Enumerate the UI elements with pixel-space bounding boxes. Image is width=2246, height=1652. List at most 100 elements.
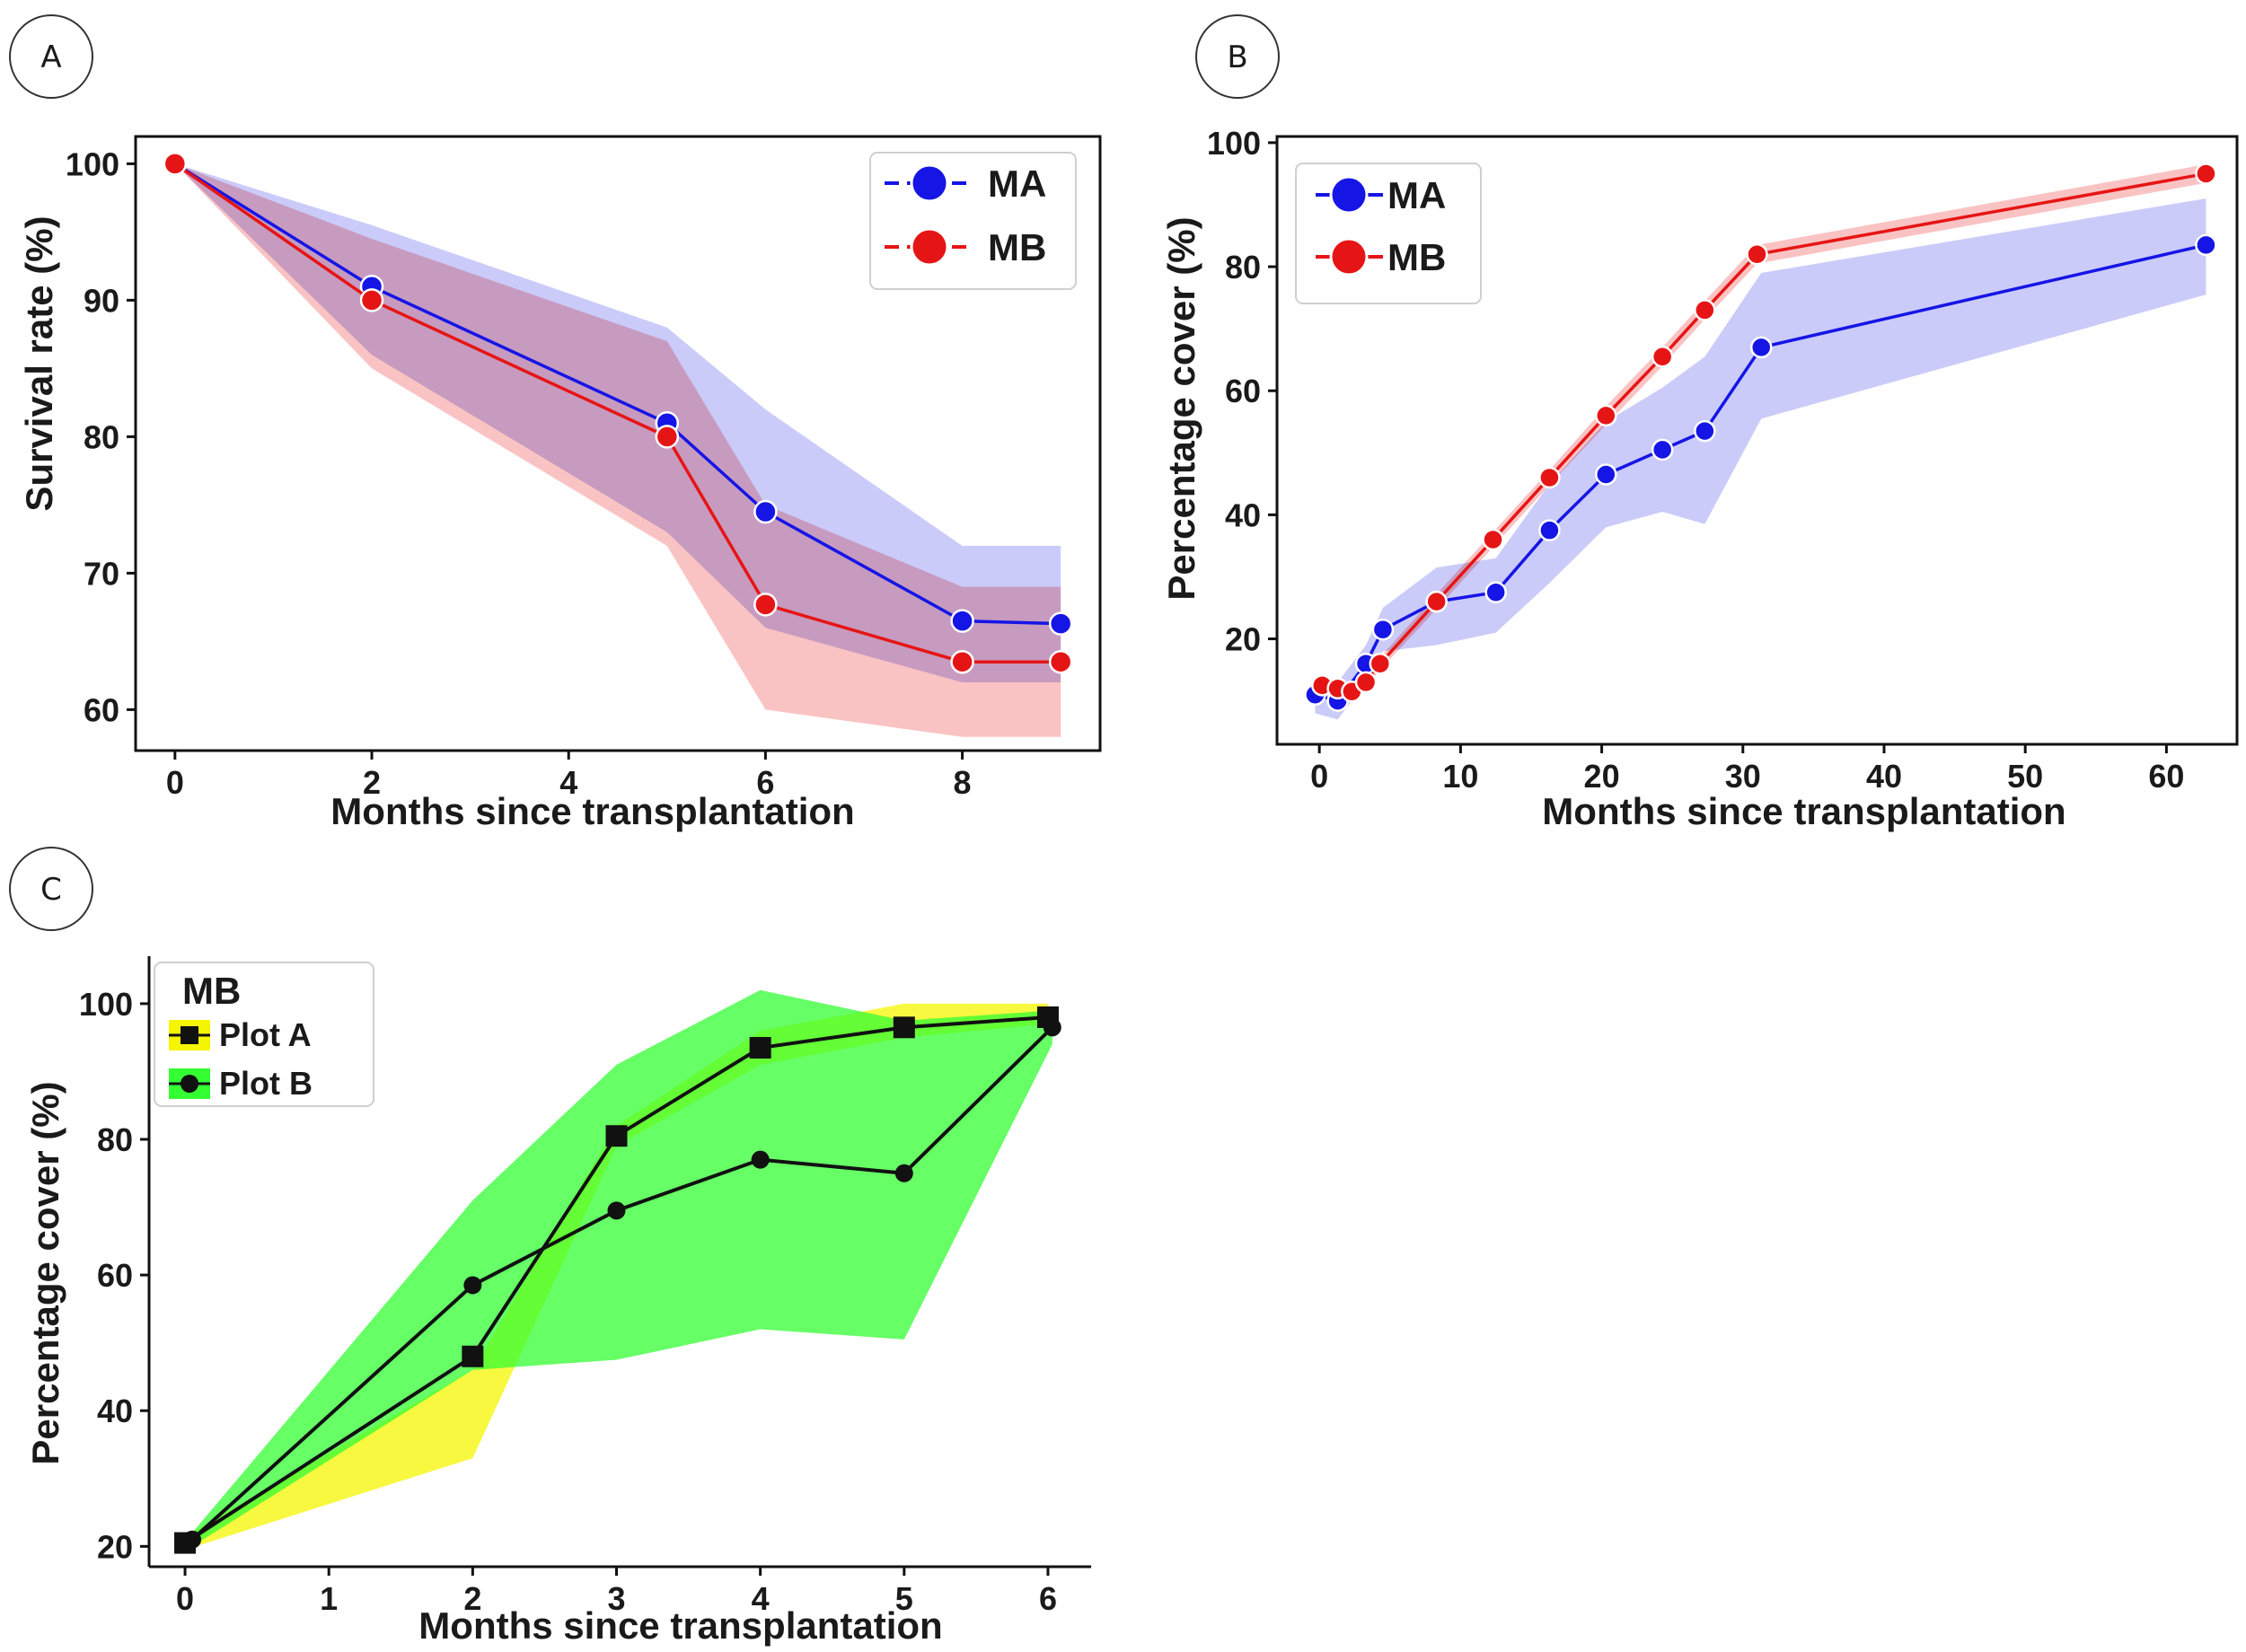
y-tick-label-a: 80 [84,418,119,455]
data-point-mb-a [163,152,188,176]
data-point-ma-a [950,609,974,633]
legend-marker-plot-b [181,1075,198,1093]
x-tick-label-c: 6 [1039,1580,1057,1617]
panel-label-c-text: C [40,872,62,908]
x-tick-label-b: 0 [1310,758,1328,795]
panel-c-chart: C 0 1 2 3 4 5 6 20 40 60 80 100 Months since transp… [9,847,1091,1647]
plot-frame-a [134,135,1102,752]
series-line-ma-a [173,162,1061,626]
y-tick-label-c: 80 [97,1121,133,1158]
y-tick-label-a: 60 [84,691,119,728]
legend-label-mb: MB [988,226,1046,268]
x-tick-label-a: 4 [559,764,577,801]
panel-label-b-text: B [1227,40,1247,75]
y-tick-label-c: 40 [97,1393,133,1429]
y-axis-label-c: Percentage cover (%) [24,1081,66,1464]
data-point-mb-b [2195,163,2217,185]
y-axis-label-b: Percentage cover (%) [1160,216,1202,600]
y-tick-label-b: 20 [1225,621,1261,658]
x-tick-label-b: 40 [1866,758,1902,795]
data-point-plot-a-c [749,1037,771,1059]
x-tick-label-c: 3 [607,1580,625,1617]
x-tick-label-b: 50 [2007,758,2043,795]
confidence-band-plot-b-c [192,989,1053,1547]
series-line-plot-a-c [183,1015,1049,1545]
legend-label-ma: MA [988,163,1046,205]
y-tick-label-c: 20 [97,1528,133,1565]
data-point-ma-b [1651,438,1674,461]
panel-label-c: C [9,847,93,931]
y-tick-label-c: 60 [97,1257,133,1294]
legend-c: MB Plot A Plot B [154,962,374,1107]
x-tick-label-b: 10 [1442,758,1478,795]
data-point-ma-b [1484,581,1507,603]
legend-a: MA MB [869,152,1077,290]
legend-b: MA MB [1295,163,1482,304]
data-point-mb-a [950,649,974,674]
data-point-plot-b-c [1043,1018,1061,1037]
data-point-ma-a [1048,611,1073,636]
plot-frame-b [1275,135,2239,746]
legend-marker-mb-b [1329,237,1369,277]
y-axis-label-a: Survival rate (%) [18,215,60,511]
x-tick-label-a: 8 [954,764,972,801]
y-tick-label-c: 100 [79,986,133,1023]
legend-marker-plot-a [181,1026,198,1044]
data-point-mb-b [1746,243,1768,266]
data-point-mb-a [1048,649,1073,674]
data-point-plot-b-c [894,1164,913,1182]
x-axis-label-c: Months since transplantation [418,1604,942,1647]
x-tick-label-c: 4 [752,1580,770,1617]
x-tick-label-a: 6 [756,764,774,801]
legend-marker-ma [910,163,949,203]
data-point-mb-b [1538,466,1561,489]
data-point-plot-a-c [462,1345,484,1367]
y-tick-label-b: 100 [1207,125,1261,162]
legend-label-ma-b: MA [1387,174,1446,216]
y-tick-label-a: 100 [66,145,119,182]
data-point-ma-a [753,499,778,524]
data-point-mb-b [1595,404,1617,427]
data-point-plot-a-c [605,1125,628,1147]
data-point-ma-b [1595,463,1617,486]
legend-label-mb-b: MB [1387,236,1446,278]
panel-label-a: A [9,14,93,99]
confidence-band-ma-b [1315,198,2206,720]
x-tick-label-c: 5 [895,1580,913,1617]
legend-marker-ma-b [1329,175,1369,215]
data-point-plot-a-c [893,1016,915,1039]
series-line-mb-a [173,162,1061,663]
y-tick-label-b: 40 [1225,496,1261,533]
series-line-plot-b-c [190,1025,1054,1542]
data-point-mb-b [1369,652,1392,675]
x-axis-label-b: Months since transplantation [1542,790,2065,832]
y-tick-label-a: 90 [84,282,119,319]
x-tick-label-b: 20 [1584,758,1620,795]
legend-label-plot-b: Plot B [219,1065,313,1102]
x-axis-label-a: Months since transplantation [330,790,854,832]
panel-a-chart: A 0 2 4 6 8 60 70 80 90 100 Months since transpla… [9,14,1102,832]
data-point-mb-b [1651,345,1674,368]
confidence-band-mb-a [174,163,1061,737]
data-point-plot-b-c [183,1530,202,1549]
data-point-ma-b [1538,519,1561,541]
panel-b-chart: B 0 10 20 30 40 50 60 20 40 60 80 100 Months since … [1160,14,2239,832]
data-point-ma-b [1749,336,1773,359]
legend-marker-mb [910,227,949,267]
x-tick-label-b: 30 [1725,758,1761,795]
data-point-mb-a [753,593,778,617]
panel-label-b: B [1195,14,1280,99]
data-point-mb-b [1694,299,1716,321]
legend-label-plot-a: Plot A [219,1016,312,1053]
y-tick-label-b: 80 [1225,249,1261,286]
x-tick-label-c: 2 [463,1580,481,1617]
data-point-plot-b-c [463,1276,482,1295]
data-point-ma-b [2195,233,2217,257]
x-tick-label-c: 0 [176,1580,194,1617]
panel-label-a-text: A [40,40,61,75]
data-point-mb-b [1425,590,1448,613]
y-tick-label-b: 60 [1225,373,1261,409]
data-point-plot-b-c [751,1150,770,1169]
data-point-plot-b-c [607,1201,626,1220]
